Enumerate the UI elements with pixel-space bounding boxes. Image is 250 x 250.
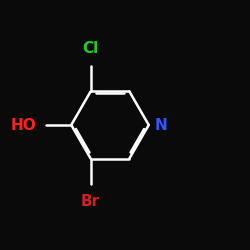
Text: Br: Br <box>81 194 100 208</box>
Text: N: N <box>155 118 168 132</box>
Text: Cl: Cl <box>82 42 99 56</box>
Text: HO: HO <box>10 118 36 132</box>
